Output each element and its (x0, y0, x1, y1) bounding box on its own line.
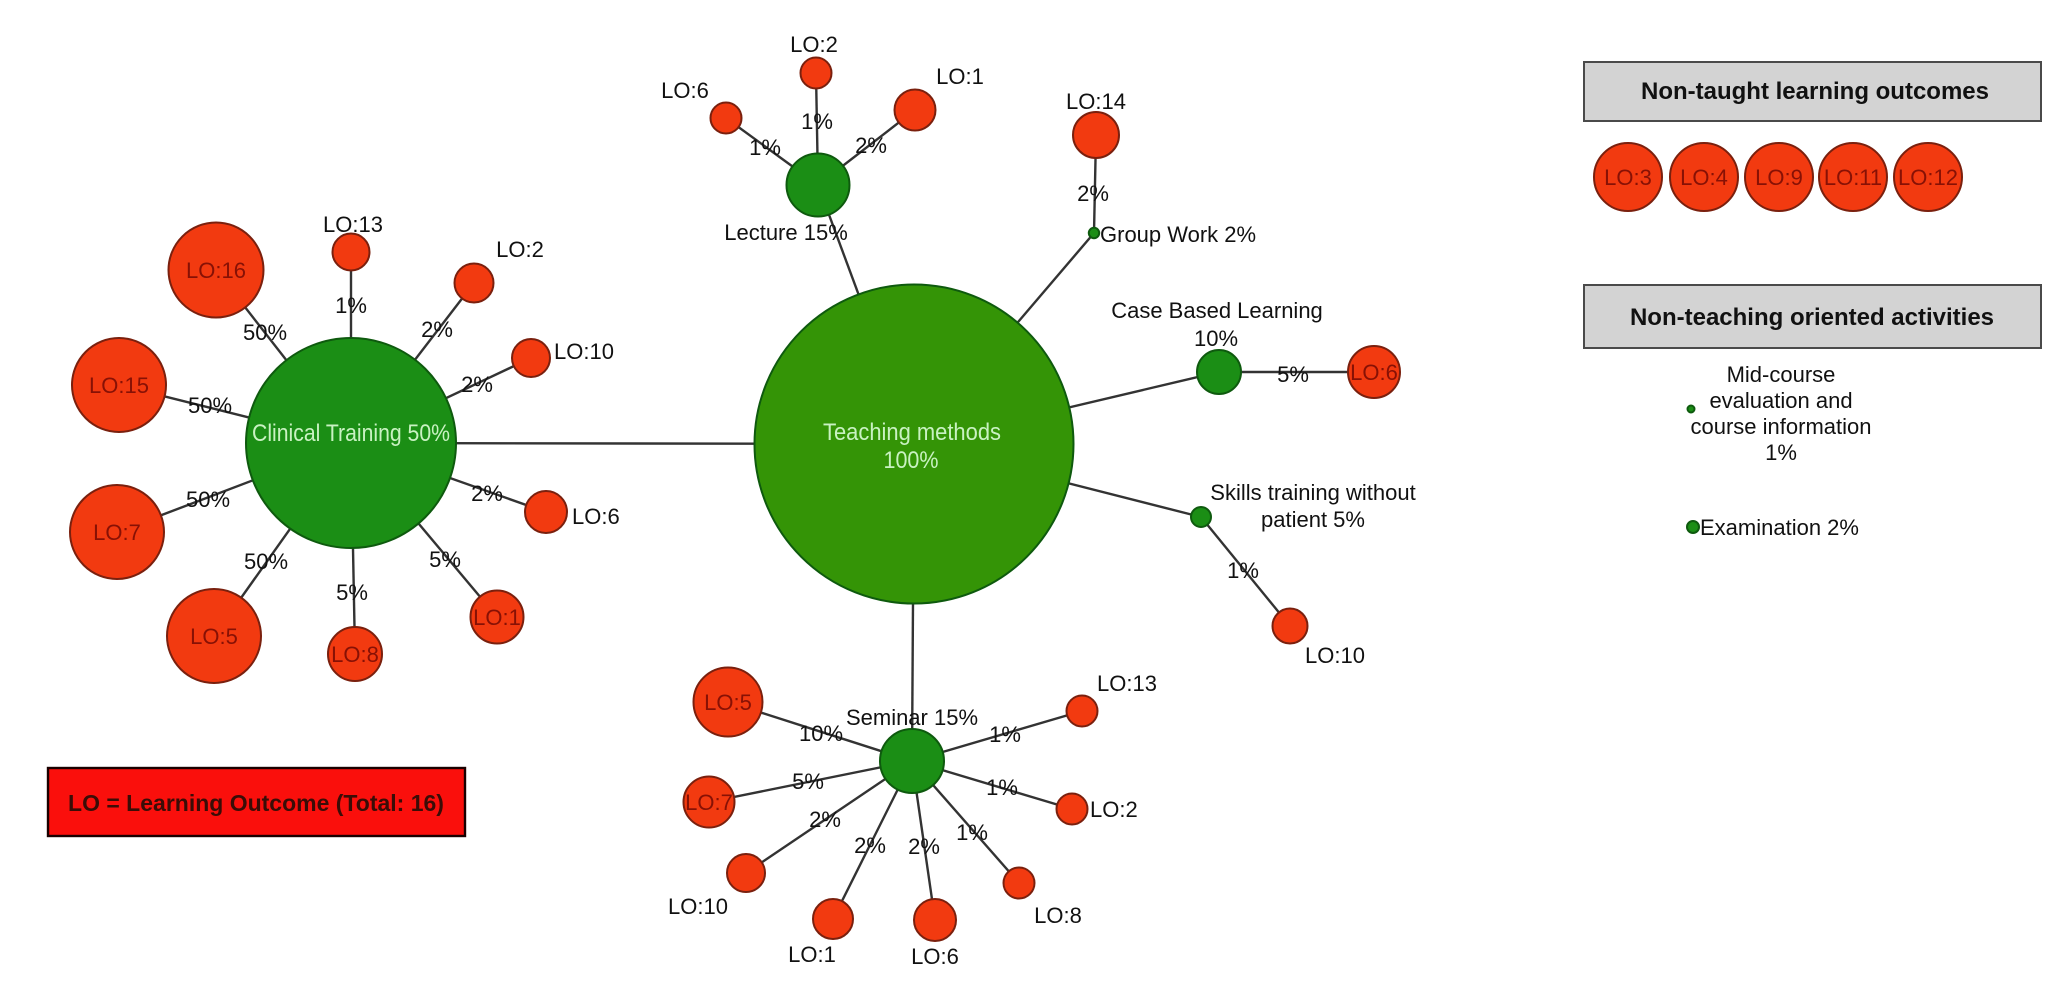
svg-text:LO:8: LO:8 (331, 642, 379, 667)
svg-text:1%: 1% (986, 775, 1018, 800)
svg-text:LO:5: LO:5 (704, 690, 752, 715)
svg-text:LO:10: LO:10 (668, 894, 728, 919)
svg-text:10%: 10% (1194, 326, 1238, 351)
svg-text:50%: 50% (244, 549, 288, 574)
svg-text:2%: 2% (471, 481, 503, 506)
svg-text:Non-teaching oriented activiti: Non-teaching oriented activities (1630, 304, 1994, 331)
svg-text:LO:6: LO:6 (572, 504, 620, 529)
svg-text:1%: 1% (335, 293, 367, 318)
svg-text:LO:1: LO:1 (936, 64, 984, 89)
svg-text:1%: 1% (801, 109, 833, 134)
svg-text:5%: 5% (336, 580, 368, 605)
svg-text:LO:11: LO:11 (1824, 165, 1882, 190)
svg-text:LO:8: LO:8 (1034, 903, 1082, 928)
svg-text:2%: 2% (809, 807, 841, 832)
svg-text:LO:7: LO:7 (93, 520, 141, 545)
svg-text:1%: 1% (956, 820, 988, 845)
svg-text:2%: 2% (421, 317, 453, 342)
svg-text:Non-taught learning outcomes: Non-taught learning outcomes (1641, 78, 1989, 105)
svg-text:Seminar 15%: Seminar 15% (846, 705, 978, 730)
svg-text:course information: course information (1691, 414, 1872, 439)
svg-text:LO:9: LO:9 (1755, 165, 1803, 190)
svg-text:LO:2: LO:2 (790, 32, 838, 57)
svg-text:LO:7: LO:7 (685, 790, 733, 815)
svg-text:100%: 100% (884, 447, 939, 474)
svg-text:LO:10: LO:10 (1305, 643, 1365, 668)
svg-text:LO:1: LO:1 (473, 605, 521, 630)
svg-text:LO:16: LO:16 (186, 258, 246, 283)
svg-text:1%: 1% (989, 722, 1021, 747)
svg-text:1%: 1% (749, 135, 781, 160)
svg-text:LO:15: LO:15 (89, 373, 149, 398)
svg-text:Lecture 15%: Lecture 15% (724, 220, 848, 245)
svg-text:Clinical Training 50%: Clinical Training 50% (252, 420, 450, 447)
svg-text:LO = Learning Outcome (Total:: LO = Learning Outcome (Total: 16) (68, 790, 444, 816)
svg-text:2%: 2% (908, 834, 940, 859)
svg-text:LO:13: LO:13 (323, 212, 383, 237)
svg-text:LO:6: LO:6 (911, 944, 959, 969)
svg-text:Group Work 2%: Group Work 2% (1100, 222, 1256, 247)
svg-text:LO:12: LO:12 (1898, 165, 1958, 190)
svg-text:2%: 2% (855, 133, 887, 158)
svg-text:1%: 1% (1765, 440, 1797, 465)
svg-text:LO:4: LO:4 (1680, 165, 1728, 190)
svg-text:Mid-course: Mid-course (1727, 362, 1836, 387)
svg-text:LO:3: LO:3 (1604, 165, 1652, 190)
svg-text:50%: 50% (186, 487, 230, 512)
svg-text:2%: 2% (854, 833, 886, 858)
svg-text:LO:14: LO:14 (1066, 89, 1126, 114)
svg-text:LO:6: LO:6 (1350, 360, 1398, 385)
svg-text:LO:6: LO:6 (661, 78, 709, 103)
svg-text:patient 5%: patient 5% (1261, 507, 1365, 532)
svg-text:Skills training without: Skills training without (1210, 480, 1415, 505)
svg-text:Case Based Learning: Case Based Learning (1111, 298, 1323, 323)
svg-text:LO:5: LO:5 (190, 624, 238, 649)
svg-text:2%: 2% (461, 372, 493, 397)
svg-text:LO:2: LO:2 (496, 237, 544, 262)
svg-text:LO:1: LO:1 (788, 942, 836, 967)
svg-text:50%: 50% (243, 320, 287, 345)
svg-text:Teaching methods: Teaching methods (823, 419, 1001, 446)
svg-text:50%: 50% (188, 393, 232, 418)
svg-text:Examination 2%: Examination 2% (1700, 515, 1859, 540)
svg-text:LO:2: LO:2 (1090, 797, 1138, 822)
svg-text:LO:10: LO:10 (554, 339, 614, 364)
svg-text:10%: 10% (799, 721, 843, 746)
svg-text:evaluation and: evaluation and (1709, 388, 1852, 413)
svg-text:5%: 5% (1277, 362, 1309, 387)
svg-text:LO:13: LO:13 (1097, 671, 1157, 696)
svg-text:5%: 5% (429, 547, 461, 572)
svg-text:1%: 1% (1227, 558, 1259, 583)
svg-text:2%: 2% (1077, 181, 1109, 206)
svg-text:5%: 5% (792, 769, 824, 794)
